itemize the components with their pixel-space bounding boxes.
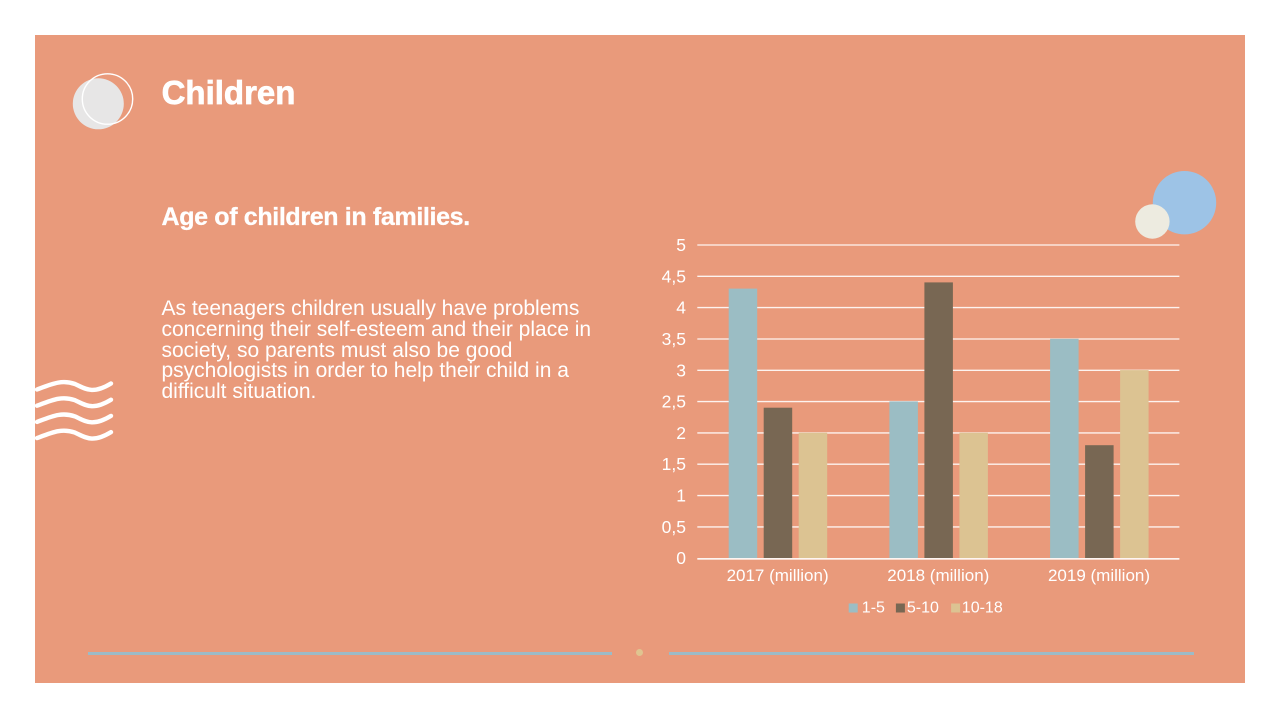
svg-text:1: 1 — [676, 486, 686, 506]
svg-text:5: 5 — [676, 235, 686, 255]
svg-text:0: 0 — [676, 548, 686, 568]
svg-text:2019 (million): 2019 (million) — [1048, 566, 1150, 585]
svg-text:10-18: 10-18 — [962, 600, 1003, 617]
svg-text:3,5: 3,5 — [662, 329, 686, 349]
svg-text:2018 (million): 2018 (million) — [887, 566, 989, 585]
svg-text:4,5: 4,5 — [662, 266, 686, 286]
svg-text:5-10: 5-10 — [907, 600, 939, 617]
svg-text:4: 4 — [676, 298, 686, 318]
svg-text:3: 3 — [676, 360, 686, 380]
svg-text:2,5: 2,5 — [662, 392, 686, 412]
svg-text:0,5: 0,5 — [662, 517, 686, 537]
svg-text:1-5: 1-5 — [862, 600, 885, 617]
svg-text:2: 2 — [676, 423, 686, 443]
svg-text:2017 (million): 2017 (million) — [727, 566, 829, 585]
svg-text:1,5: 1,5 — [662, 454, 686, 474]
